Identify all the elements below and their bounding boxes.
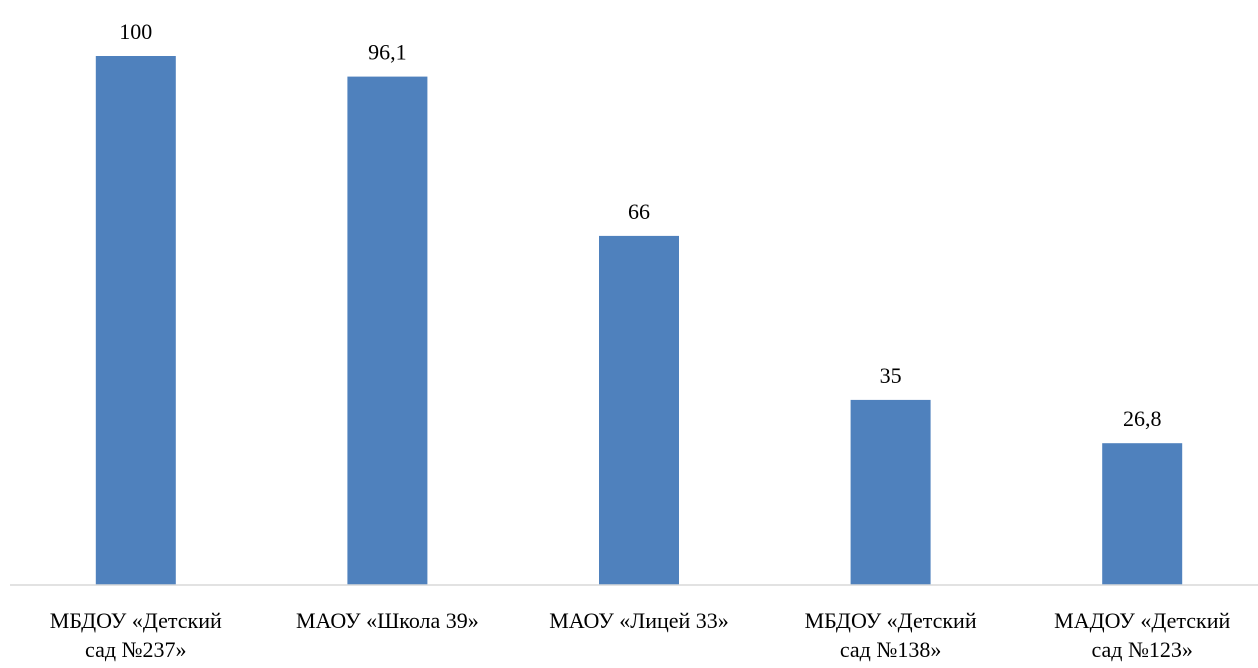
bar-3 xyxy=(599,235,679,585)
x-tick-label-5-line-1: МАДОУ «Детский xyxy=(1054,608,1230,633)
x-tick-label-1-line-2: сад №237» xyxy=(85,637,186,662)
bar-4 xyxy=(850,399,931,585)
data-label-4: 35 xyxy=(880,363,902,388)
data-label-2: 96,1 xyxy=(368,40,407,65)
data-label-5: 26,8 xyxy=(1123,406,1162,431)
x-tick-label-1-line-1: МБДОУ «Детский xyxy=(50,608,222,633)
data-label-3: 66 xyxy=(628,199,650,224)
value-labels-layer: 100 96,1 66 35 26,8 xyxy=(119,19,1161,431)
x-tick-label-2: МАОУ «Школа 39» xyxy=(296,608,479,633)
x-tick-label-3: МАОУ «Лицей 33» xyxy=(549,608,729,633)
bar-5 xyxy=(1102,443,1183,585)
bars-layer xyxy=(95,56,1183,585)
bar-2 xyxy=(347,76,428,585)
bar-1 xyxy=(95,56,176,585)
category-labels-layer: МБДОУ «Детский сад №237» МАОУ «Школа 39» МА… xyxy=(50,608,1231,662)
x-tick-label-5-line-2: сад №123» xyxy=(1091,637,1192,662)
data-label-1: 100 xyxy=(119,19,152,44)
x-tick-label-4-line-1: МБДОУ «Детский xyxy=(805,608,977,633)
x-tick-label-4-line-2: сад №138» xyxy=(840,637,941,662)
